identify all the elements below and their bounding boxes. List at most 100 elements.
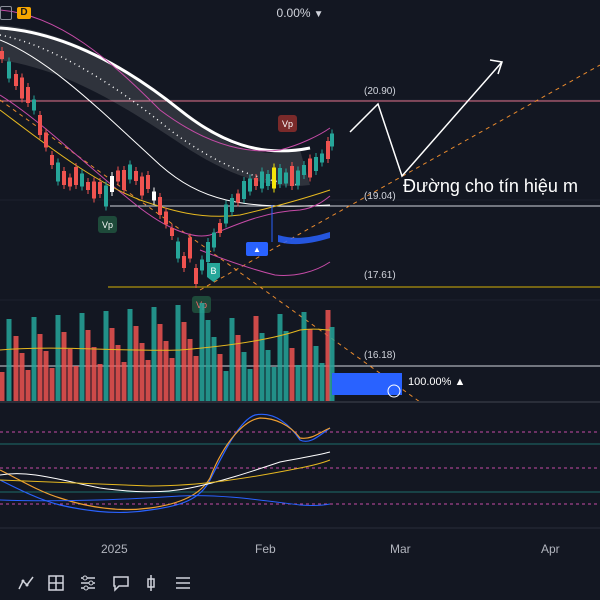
volume-bar bbox=[37, 334, 43, 402]
chart-layout-icon[interactable] bbox=[46, 573, 66, 593]
candle bbox=[86, 178, 90, 194]
candle bbox=[116, 166, 120, 186]
volume-bar bbox=[103, 311, 109, 402]
vp-top-label: Vp bbox=[282, 119, 293, 129]
candle bbox=[330, 129, 334, 151]
bollinger-upper bbox=[0, 9, 331, 152]
candle bbox=[122, 166, 126, 194]
volume-bar bbox=[205, 320, 211, 402]
volume-bar bbox=[283, 331, 289, 402]
top-bar: D 0.00% ▼ bbox=[0, 0, 600, 26]
vp-left-label: Vp bbox=[102, 220, 113, 230]
projection-arrowhead bbox=[489, 59, 503, 75]
volume-bar bbox=[187, 339, 193, 402]
bar-style-icon[interactable] bbox=[141, 573, 161, 593]
sell-tag-label: ▲ bbox=[253, 245, 261, 254]
volume-bar bbox=[67, 349, 73, 402]
osc-blue bbox=[0, 413, 331, 514]
volume-bar bbox=[73, 366, 79, 402]
volume-bar bbox=[229, 318, 235, 402]
ma-line-2 bbox=[0, 39, 331, 207]
percent-bar-label: 100.00% ▲ bbox=[408, 376, 465, 388]
candle bbox=[170, 224, 174, 240]
grid bbox=[0, 99, 600, 301]
menu-icon[interactable] bbox=[173, 573, 193, 593]
sell-tag: ▲ bbox=[246, 242, 268, 256]
ema-gold bbox=[0, 109, 331, 217]
volume-bar bbox=[163, 341, 169, 402]
signal-annotation: Đường cho tín hiệu m bbox=[403, 176, 578, 196]
volume-bar bbox=[169, 358, 175, 402]
change-arrow: ▼ bbox=[313, 9, 324, 20]
candle bbox=[7, 57, 11, 83]
volume-bar bbox=[43, 351, 49, 402]
volume-bar bbox=[247, 369, 253, 402]
volume-bar bbox=[253, 316, 259, 402]
candle bbox=[206, 238, 210, 266]
volume-bar bbox=[55, 315, 61, 402]
candle bbox=[224, 200, 228, 228]
bottom-toolbar bbox=[0, 566, 600, 600]
candle bbox=[26, 83, 30, 107]
candle bbox=[128, 160, 132, 184]
indicators-icon[interactable] bbox=[16, 573, 36, 593]
volume-bar bbox=[271, 367, 277, 402]
volume-bar bbox=[277, 314, 283, 402]
candle bbox=[92, 177, 96, 203]
candle bbox=[110, 172, 114, 196]
comment-icon[interactable] bbox=[111, 573, 131, 593]
volume-bar bbox=[0, 372, 5, 402]
candle bbox=[74, 163, 78, 189]
candle bbox=[242, 177, 246, 203]
volume-bar bbox=[235, 335, 241, 402]
volume-bar bbox=[295, 365, 301, 402]
volume-bar bbox=[121, 362, 127, 402]
candle bbox=[62, 167, 66, 189]
buy-label: B bbox=[210, 266, 216, 276]
volume-bar bbox=[85, 330, 91, 402]
volume-bar bbox=[199, 303, 205, 402]
candle bbox=[260, 167, 264, 193]
blue-band bbox=[278, 232, 330, 245]
volume-bar bbox=[61, 332, 67, 402]
candle bbox=[146, 171, 150, 193]
candle bbox=[284, 168, 288, 188]
volume-bar bbox=[115, 345, 121, 402]
candle bbox=[296, 166, 300, 190]
candle bbox=[200, 255, 204, 275]
candle bbox=[44, 128, 48, 152]
candle bbox=[140, 172, 144, 200]
volume-bar bbox=[139, 343, 145, 402]
sliders-icon[interactable] bbox=[78, 573, 98, 593]
volume-bar bbox=[31, 317, 37, 402]
candles bbox=[0, 47, 334, 288]
volume-bar bbox=[97, 364, 103, 402]
volume-bar bbox=[6, 319, 12, 402]
osc-orange bbox=[0, 417, 331, 511]
xaxis-label-mar: Mar bbox=[390, 542, 411, 556]
volume-bar bbox=[79, 313, 85, 402]
window-icon[interactable] bbox=[0, 6, 12, 20]
volume-bar bbox=[325, 310, 331, 402]
volume-bar bbox=[329, 327, 335, 402]
candle bbox=[176, 237, 180, 263]
symbol-badge[interactable]: D bbox=[17, 7, 31, 19]
level-label-lower: (17.61) bbox=[364, 270, 396, 281]
volume-bar bbox=[109, 328, 115, 402]
candle bbox=[308, 154, 312, 182]
candle bbox=[32, 95, 36, 115]
candle bbox=[230, 194, 234, 216]
percent-value: 100.00% bbox=[408, 376, 452, 388]
volume-bar bbox=[301, 312, 307, 402]
volume-bar bbox=[211, 337, 217, 402]
volume-bar bbox=[307, 329, 313, 402]
bollinger-lower bbox=[0, 94, 331, 237]
candle bbox=[80, 169, 84, 191]
volume-bar bbox=[13, 336, 19, 402]
volume-bar bbox=[265, 350, 271, 402]
xaxis-label-apr: Apr bbox=[541, 542, 560, 556]
candle bbox=[236, 189, 240, 207]
oscillator-pane bbox=[0, 413, 600, 514]
